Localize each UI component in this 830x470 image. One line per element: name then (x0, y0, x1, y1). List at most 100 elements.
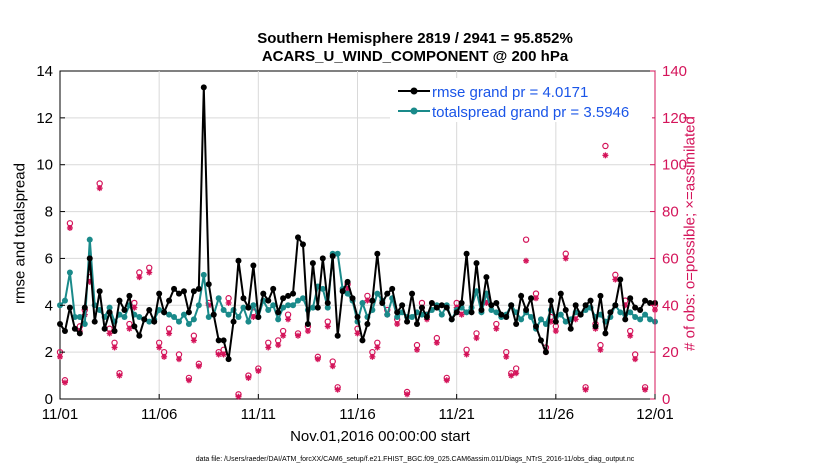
obs-assimilated-point (96, 185, 103, 192)
totalspread-point (394, 314, 401, 320)
obs-assimilated-point (533, 295, 539, 302)
totalspread-point (200, 271, 207, 278)
legend: rmse grand pr = 4.0171 totalspread grand… (390, 78, 652, 122)
y-axis-label-right: # of obs: o=possible; ×=assimilated (681, 116, 699, 351)
obs-assimilated-point (61, 379, 68, 386)
rmse-point (409, 290, 416, 297)
totalspread-point (61, 297, 68, 304)
rmse-point (275, 309, 282, 316)
rmse-point (518, 292, 525, 299)
y-left-tick-label: 6 (45, 250, 53, 267)
rmse-point (622, 316, 629, 323)
totalspread-point (290, 302, 297, 309)
obs-assimilated-point (463, 351, 470, 358)
y-left-tick-label: 10 (36, 157, 53, 174)
rmse-point (116, 297, 123, 304)
grid-lines (60, 71, 655, 399)
rmse-point (617, 276, 624, 283)
y-right-tick-label: 0 (662, 391, 670, 408)
y-left-tick-label: 8 (45, 204, 53, 221)
rmse-point (458, 299, 465, 306)
totalspread-point (359, 299, 366, 306)
rmse-point (215, 337, 222, 344)
y-right-tick-label: 40 (662, 297, 679, 314)
totalspread-point (235, 314, 242, 320)
totalspread-point (295, 297, 301, 304)
totalspread-point (647, 316, 654, 323)
legend-rmse-marker (410, 87, 418, 95)
rmse-point (156, 290, 163, 297)
rmse-point (86, 255, 93, 262)
rmse-point (101, 325, 108, 332)
rmse-point (552, 318, 559, 325)
y-axis-label-left: rmse and totalspread (11, 163, 29, 304)
rmse-point (295, 234, 301, 241)
rmse-point (151, 318, 158, 325)
totalspread-point (493, 309, 500, 316)
rmse-point (61, 328, 68, 335)
totalspread-point (537, 316, 544, 323)
totalspread-point (299, 295, 306, 302)
rmse-point (136, 332, 143, 339)
rmse-point (394, 309, 401, 316)
totalspread-point (280, 304, 287, 311)
obs-assimilated-point (126, 325, 133, 332)
rmse-point (220, 337, 227, 344)
obs-possible-point (602, 142, 609, 150)
obs-possible-point (522, 236, 530, 243)
obs-assimilated-point (443, 377, 450, 384)
rmse-point (290, 290, 297, 297)
obs-assimilated-point (493, 325, 500, 332)
obs-assimilated-point (314, 356, 321, 363)
obs-assimilated-point (329, 363, 336, 370)
y-right-tick-label: 60 (662, 250, 679, 267)
x-tick-label: 11/21 (438, 406, 474, 423)
obs-assimilated-point (156, 344, 163, 351)
rmse-point (265, 297, 272, 304)
totalspread-point (225, 311, 232, 318)
totalspread-point (190, 316, 197, 323)
rmse-point (81, 304, 88, 311)
rmse-point (369, 297, 376, 304)
rmse-point (483, 274, 490, 281)
obs-assimilated-point (131, 304, 138, 311)
obs-assimilated-point (552, 328, 559, 335)
rmse-point (572, 302, 579, 309)
rmse-point (324, 299, 331, 306)
rmse-point (250, 262, 257, 269)
totalspread-point (121, 314, 128, 320)
rmse-point (418, 304, 425, 311)
totalspread-point (240, 304, 247, 311)
totalspread-point (409, 314, 416, 320)
rmse-point (121, 306, 128, 313)
totalspread-point (81, 321, 88, 328)
obs-assimilated-point (602, 152, 609, 159)
rmse-point (607, 309, 614, 316)
obs-assimilated-point (508, 372, 515, 379)
totalspread-point (66, 269, 73, 276)
obs-assimilated-point (66, 224, 73, 231)
rmse-point (612, 302, 619, 309)
rmse-point (240, 295, 247, 302)
obs-assimilated-point (195, 363, 202, 370)
rmse-point (379, 299, 386, 306)
legend-spread-marker (410, 107, 418, 115)
rmse-point (513, 321, 520, 328)
obs-assimilated-point (295, 332, 301, 339)
totalspread-point (557, 311, 564, 318)
totalspread-point (562, 318, 569, 325)
x-tick-label: 11/11 (241, 406, 276, 423)
obs-assimilated-point (513, 370, 520, 377)
obs-assimilated-point (116, 372, 123, 379)
totalspread-point (344, 290, 351, 297)
rmse-point (557, 290, 564, 297)
x-axis: 11/01 11/06 11/11 11/16 11/21 11/26 12/01 (42, 394, 674, 423)
totalspread-point (270, 302, 277, 309)
obs-assimilated-point (245, 374, 252, 381)
chart-subtitle: ACARS_U_WIND_COMPONENT @ 200 hPa (261, 48, 569, 65)
totalspread-point (488, 306, 495, 313)
obs-assimilated-point (275, 342, 282, 349)
totalspread-point (215, 295, 222, 302)
obs-assimilated-point (146, 269, 153, 276)
rmse-point (443, 304, 450, 311)
